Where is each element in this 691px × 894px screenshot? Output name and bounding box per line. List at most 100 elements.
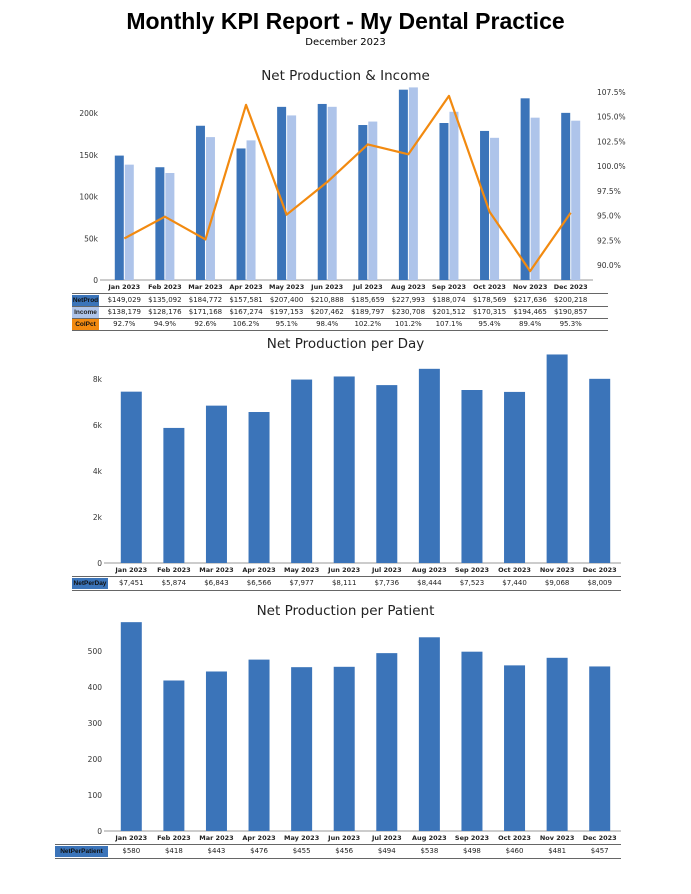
table-cell-netperday: $7,451: [119, 579, 144, 587]
bar-netperpatient-0: [120, 622, 142, 831]
y-tick-label: 150k: [79, 151, 98, 160]
table-cell-colpct: 95.3%: [559, 320, 582, 328]
y-tick-label: 100: [88, 791, 103, 800]
x-tick-label: Mar 2023: [188, 283, 223, 291]
table-cell-netprod: $207,400: [269, 296, 304, 304]
y-tick-label: 2k: [93, 513, 103, 522]
bar-netprod-7: [398, 89, 408, 280]
y2-tick-label: 92.5%: [597, 236, 621, 245]
x-tick-label: Jan 2023: [115, 566, 148, 574]
bar-netperpatient-7: [418, 637, 440, 831]
bar-income-1: [165, 173, 175, 280]
table-cell-income: $201,512: [432, 308, 466, 316]
x-tick-label: Oct 2023: [498, 834, 531, 842]
bar-income-4: [287, 115, 297, 280]
bar-netprod-6: [358, 125, 368, 280]
table-rule: [55, 844, 621, 845]
x-tick-label: Nov 2023: [539, 566, 575, 574]
chart-title-net-production-income: Net Production & Income: [261, 68, 430, 84]
table-cell-netperpatient: $418: [164, 847, 183, 855]
table-cell-netperday: $6,566: [246, 579, 272, 587]
x-tick-label: Jun 2023: [311, 283, 344, 291]
table-cell-netprod: $184,772: [188, 296, 223, 304]
y2-tick-label: 102.5%: [597, 137, 626, 146]
y-tick-label: 100k: [79, 193, 98, 202]
bar-netperday-8: [461, 390, 483, 563]
bar-netperpatient-9: [504, 665, 526, 831]
table-cell-netperpatient: $476: [250, 847, 268, 855]
y2-tick-label: 105.0%: [597, 113, 626, 122]
report-subtitle: December 2023: [305, 37, 386, 48]
bar-netprod-0: [114, 155, 124, 280]
bar-netperpatient-4: [291, 667, 313, 831]
x-tick-label: Aug 2023: [412, 566, 447, 574]
table-cell-netperpatient: $481: [548, 847, 567, 855]
x-tick-label: May 2023: [283, 834, 320, 842]
bar-income-2: [205, 137, 215, 280]
bar-netprod-2: [195, 125, 205, 280]
bar-netperday-6: [376, 385, 398, 563]
table-rule: [72, 330, 608, 331]
bar-netprod-10: [520, 98, 530, 280]
x-tick-label: Jun 2023: [328, 834, 361, 842]
table-cell-netprod: $227,993: [391, 296, 426, 304]
bar-netperday-0: [120, 391, 142, 563]
table-cell-netperday: $6,843: [204, 579, 229, 587]
bar-income-3: [246, 140, 256, 280]
table-cell-netperday: $8,111: [331, 579, 357, 587]
x-tick-label: Jan 2023: [108, 283, 141, 291]
bar-income-7: [408, 87, 418, 281]
x-tick-label: Nov 2023: [539, 834, 575, 842]
x-tick-label: Aug 2023: [391, 283, 426, 291]
y-tick-label: 50k: [84, 234, 99, 243]
table-cell-colpct: 95.1%: [275, 320, 298, 328]
x-tick-label: Apr 2023: [242, 834, 276, 842]
y-tick-label: 4k: [93, 467, 103, 476]
x-tick-label: Nov 2023: [512, 283, 548, 291]
bar-income-0: [124, 164, 134, 280]
x-tick-label: Feb 2023: [148, 283, 182, 291]
table-cell-income: $194,465: [513, 308, 547, 316]
x-tick-label: Feb 2023: [157, 834, 191, 842]
table-cell-colpct: 101.2%: [395, 320, 422, 328]
table-cell-netprod: $185,659: [351, 296, 385, 304]
legend-netprod: NetProd: [72, 295, 99, 306]
chart-title-net-production-per-day: Net Production per Day: [266, 336, 425, 352]
table-cell-netperpatient: $494: [377, 847, 396, 855]
bar-netperday-9: [504, 391, 526, 563]
table-cell-colpct: 92.7%: [113, 320, 136, 328]
x-tick-label: Oct 2023: [473, 283, 506, 291]
table-cell-netprod: $135,092: [148, 296, 182, 304]
table-rule: [72, 293, 608, 294]
table-cell-income: $197,153: [269, 308, 304, 316]
table-cell-income: $171,168: [188, 308, 223, 316]
bar-income-5: [327, 106, 337, 280]
bar-netprod-3: [236, 148, 246, 280]
table-cell-netperpatient: $455: [292, 847, 311, 855]
report-title: Monthly KPI Report - My Dental Practice: [126, 8, 565, 34]
x-tick-label: Mar 2023: [199, 566, 234, 574]
bar-netperday-1: [163, 427, 185, 563]
x-tick-label: Oct 2023: [498, 566, 531, 574]
table-cell-netprod: $188,074: [432, 296, 466, 304]
bar-netprod-1: [155, 167, 165, 280]
y-tick-label: 0: [97, 559, 102, 568]
table-cell-netperpatient: $538: [420, 847, 439, 855]
table-cell-netprod: $178,569: [472, 296, 507, 304]
bar-netperpatient-5: [333, 666, 355, 831]
table-cell-colpct: 95.4%: [478, 320, 501, 328]
x-tick-label: Sep 2023: [454, 834, 489, 842]
bar-netperpatient-8: [461, 651, 483, 831]
table-cell-netprod: $217,636: [513, 296, 547, 304]
x-tick-label: May 2023: [283, 566, 320, 574]
y-tick-label: 200: [88, 755, 103, 764]
legend-netperpatient: NetPerPatient: [55, 846, 108, 857]
bar-netperday-4: [291, 379, 313, 563]
table-cell-income: $230,708: [391, 308, 426, 316]
x-tick-label: Sep 2023: [431, 283, 466, 291]
table-cell-netprod: $200,218: [553, 296, 588, 304]
bar-netperday-11: [589, 378, 611, 563]
table-cell-income: $167,274: [229, 308, 263, 316]
